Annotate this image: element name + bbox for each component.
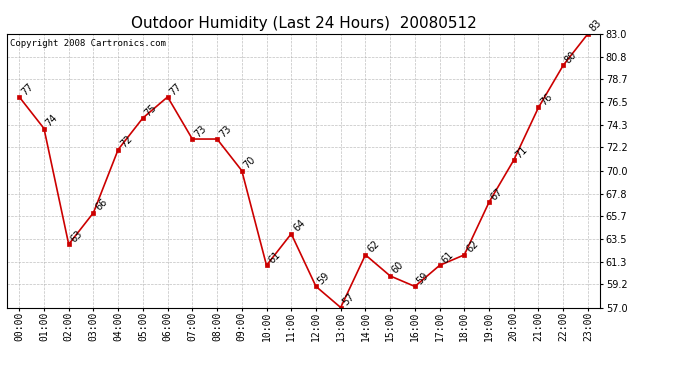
Text: 62: 62	[464, 239, 480, 255]
Text: 67: 67	[489, 186, 505, 202]
Text: 72: 72	[118, 134, 134, 150]
Text: 71: 71	[514, 144, 530, 160]
Text: 73: 73	[193, 123, 208, 139]
Text: 57: 57	[341, 292, 357, 308]
Text: 61: 61	[440, 250, 455, 266]
Text: 64: 64	[291, 218, 307, 234]
Text: 83: 83	[588, 18, 604, 34]
Text: 60: 60	[390, 260, 406, 276]
Text: 73: 73	[217, 123, 233, 139]
Text: 70: 70	[241, 155, 257, 171]
Text: 77: 77	[168, 81, 184, 97]
Text: 59: 59	[316, 271, 332, 286]
Text: 63: 63	[69, 229, 84, 244]
Text: 74: 74	[44, 113, 60, 129]
Text: 59: 59	[415, 271, 431, 286]
Text: 80: 80	[563, 50, 579, 65]
Text: Copyright 2008 Cartronics.com: Copyright 2008 Cartronics.com	[10, 39, 166, 48]
Text: 62: 62	[366, 239, 382, 255]
Text: 61: 61	[266, 250, 282, 266]
Title: Outdoor Humidity (Last 24 Hours)  20080512: Outdoor Humidity (Last 24 Hours) 2008051…	[130, 16, 477, 31]
Text: 75: 75	[143, 102, 159, 118]
Text: 76: 76	[538, 92, 554, 108]
Text: 66: 66	[93, 197, 109, 213]
Text: 77: 77	[19, 81, 35, 97]
